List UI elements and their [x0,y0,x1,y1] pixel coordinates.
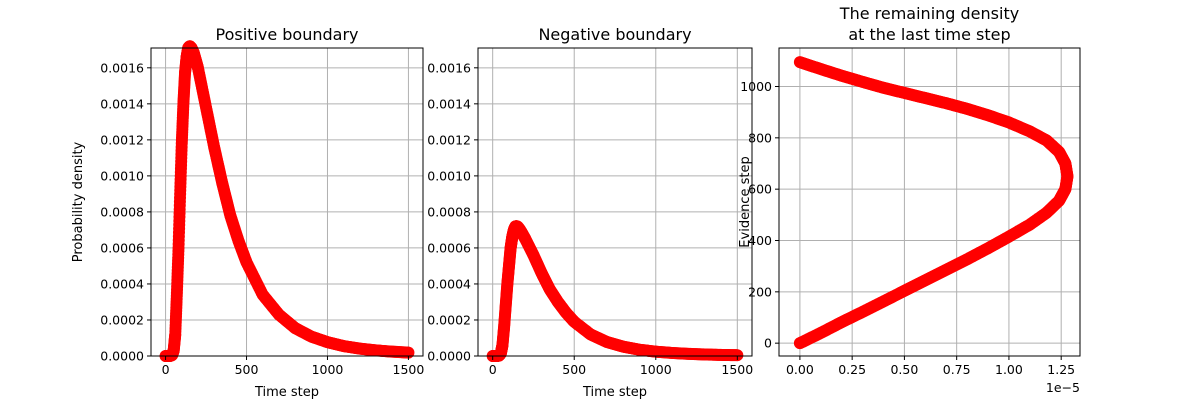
x-tick-label: 0.75 [943,362,971,377]
x-offset-label: 1e−5 [1046,380,1080,395]
plot-frame [778,47,1081,357]
x-tick-label: 1000 [640,362,672,377]
y-tick-label: 0.0010 [100,168,144,183]
x-tick-label: 0 [162,362,170,377]
x-axis-label: Time step [254,385,319,400]
y-tick-label: 0.0008 [100,204,144,219]
y-tick-label: 0.0014 [427,96,471,111]
y-tick-label: 0.0008 [427,204,471,219]
y-axis-label: Probability density [71,141,86,262]
x-tick-label: 1000 [312,362,344,377]
chart-title: Negative boundary [538,25,691,44]
y-tick-label: 400 [748,233,772,248]
x-tick-label: 1.00 [995,362,1023,377]
y-tick-label: 0.0012 [100,132,144,147]
chart-title: Positive boundary [216,25,359,44]
data-points-positive-boundary [159,40,415,362]
x-tick-label: 0.25 [838,362,866,377]
y-tick-label: 0.0010 [427,168,471,183]
x-tick-label: 500 [562,362,586,377]
y-tick-label: 0.0014 [100,96,144,111]
data-point [793,56,806,69]
plot-frame [150,47,424,357]
y-tick-label: 0.0004 [427,276,471,291]
y-tick-label: 0.0000 [427,349,471,364]
y-tick-label: 0.0012 [427,132,471,147]
chart-positive-boundary: 0 500 1000 1500 0.0000 0.0002 0.0004 0.0006 0.00… [71,25,424,400]
x-tick-label: 0 [489,362,497,377]
x-tick-label: 0.50 [890,362,918,377]
y-axis-label: Evidence step [738,156,753,247]
x-tick-label: 1500 [393,362,425,377]
y-tick-label: 0.0006 [427,240,471,255]
data-points-remaining-density [793,56,1074,350]
y-tick-label: 0.0002 [427,312,471,327]
y-tick-label: 0.0002 [100,312,144,327]
x-axis-label: Time step [582,385,647,400]
y-tick-label: 600 [748,182,772,197]
x-tick-label: 0.00 [786,362,814,377]
y-tick-label: 200 [748,284,772,299]
y-tick-label: 0 [764,336,772,351]
x-tick-label: 1500 [721,362,753,377]
x-tick-label: 500 [235,362,259,377]
plot-frame [477,47,753,357]
data-points-negative-boundary [486,220,744,362]
chart-negative-boundary: 0 500 1000 1500 0.0000 0.0002 0.0004 0.0006 0.00… [427,25,753,400]
x-tick-label: 1.25 [1047,362,1075,377]
y-tick-label: 0.0016 [427,60,471,75]
y-tick-label: 0.0000 [100,349,144,364]
data-point [731,349,744,362]
y-tick-label: 0.0006 [100,240,144,255]
chart-remaining-density: 0.00 0.25 0.50 0.75 1.00 1.25 0 200 400 600 800 100… [738,4,1081,395]
y-tick-label: 0.0004 [100,276,144,291]
y-tick-label: 0.0016 [100,60,144,75]
chart-title: The remaining density at the last time st… [839,4,1019,44]
y-tick-label: 800 [748,130,772,145]
y-tick-label: 1000 [740,79,772,94]
